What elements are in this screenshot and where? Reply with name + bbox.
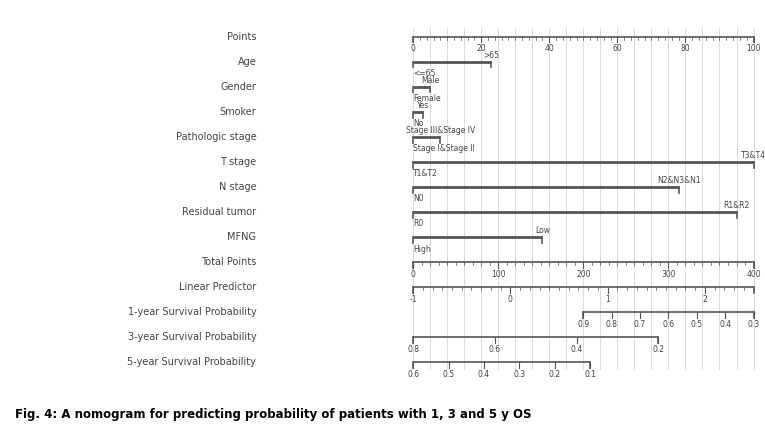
Text: Low: Low: [535, 226, 550, 235]
Text: Gender: Gender: [220, 82, 256, 92]
Text: 100: 100: [747, 44, 760, 53]
Text: T3&T4: T3&T4: [741, 151, 765, 160]
Text: 100: 100: [491, 270, 506, 279]
Text: 0: 0: [411, 44, 415, 53]
Text: >65: >65: [483, 51, 500, 60]
Text: Female: Female: [413, 94, 441, 103]
Text: 1: 1: [605, 295, 610, 304]
Text: High: High: [413, 245, 431, 254]
Text: 40: 40: [545, 44, 554, 53]
Text: N2&N3&N1: N2&N3&N1: [657, 176, 701, 185]
Text: T1&T2: T1&T2: [413, 169, 438, 178]
Text: -1: -1: [409, 295, 417, 304]
Text: 1-year Survival Probability: 1-year Survival Probability: [128, 307, 256, 318]
Text: 0.3: 0.3: [747, 320, 760, 329]
Text: 0.5: 0.5: [691, 320, 703, 329]
Text: R0: R0: [413, 219, 423, 229]
Text: Stage I&Stage II: Stage I&Stage II: [413, 144, 475, 153]
Text: 0.2: 0.2: [549, 370, 561, 379]
Text: Age: Age: [237, 57, 256, 67]
Text: 0.3: 0.3: [513, 370, 526, 379]
Text: Yes: Yes: [417, 101, 429, 110]
Text: 60: 60: [613, 44, 622, 53]
Text: No: No: [413, 119, 424, 128]
Text: R1&R2: R1&R2: [724, 201, 750, 210]
Text: N stage: N stage: [219, 182, 256, 192]
Text: T stage: T stage: [220, 157, 256, 167]
Text: 0.6: 0.6: [407, 370, 419, 379]
Text: Linear Predictor: Linear Predictor: [179, 282, 256, 292]
Text: 0.8: 0.8: [407, 345, 419, 354]
Text: Total Points: Total Points: [201, 257, 256, 267]
Text: 0.7: 0.7: [634, 320, 646, 329]
Text: 300: 300: [661, 270, 675, 279]
Text: 200: 200: [576, 270, 591, 279]
Text: 0.4: 0.4: [719, 320, 731, 329]
Text: 0.9: 0.9: [578, 320, 589, 329]
Text: 20: 20: [477, 44, 486, 53]
Text: 2: 2: [702, 295, 708, 304]
Text: 0: 0: [411, 270, 415, 279]
Text: Points: Points: [226, 32, 256, 42]
Text: MFNG: MFNG: [227, 232, 256, 242]
Text: 400: 400: [746, 270, 761, 279]
Text: Smoker: Smoker: [220, 107, 256, 117]
Text: 0.2: 0.2: [653, 345, 664, 354]
Text: Male: Male: [421, 76, 439, 85]
Text: 0.4: 0.4: [478, 370, 490, 379]
Text: 3-year Survival Probability: 3-year Survival Probability: [128, 332, 256, 343]
Text: 0.4: 0.4: [571, 345, 583, 354]
Text: 0.6: 0.6: [489, 345, 501, 354]
Text: Residual tumor: Residual tumor: [182, 207, 256, 217]
Text: 0.8: 0.8: [606, 320, 617, 329]
Text: 0.1: 0.1: [584, 370, 596, 379]
Text: N0: N0: [413, 194, 424, 203]
Text: 0: 0: [508, 295, 513, 304]
Text: Fig. 4: A nomogram for predicting probability of patients with 1, 3 and 5 y OS: Fig. 4: A nomogram for predicting probab…: [15, 408, 532, 421]
Text: Pathologic stage: Pathologic stage: [175, 132, 256, 142]
Text: <=65: <=65: [413, 69, 435, 78]
Text: 80: 80: [681, 44, 690, 53]
Text: 5-year Survival Probability: 5-year Survival Probability: [128, 357, 256, 368]
Text: 0.6: 0.6: [662, 320, 675, 329]
Text: 0.5: 0.5: [442, 370, 454, 379]
Text: Stage III&Stage IV: Stage III&Stage IV: [405, 126, 475, 135]
